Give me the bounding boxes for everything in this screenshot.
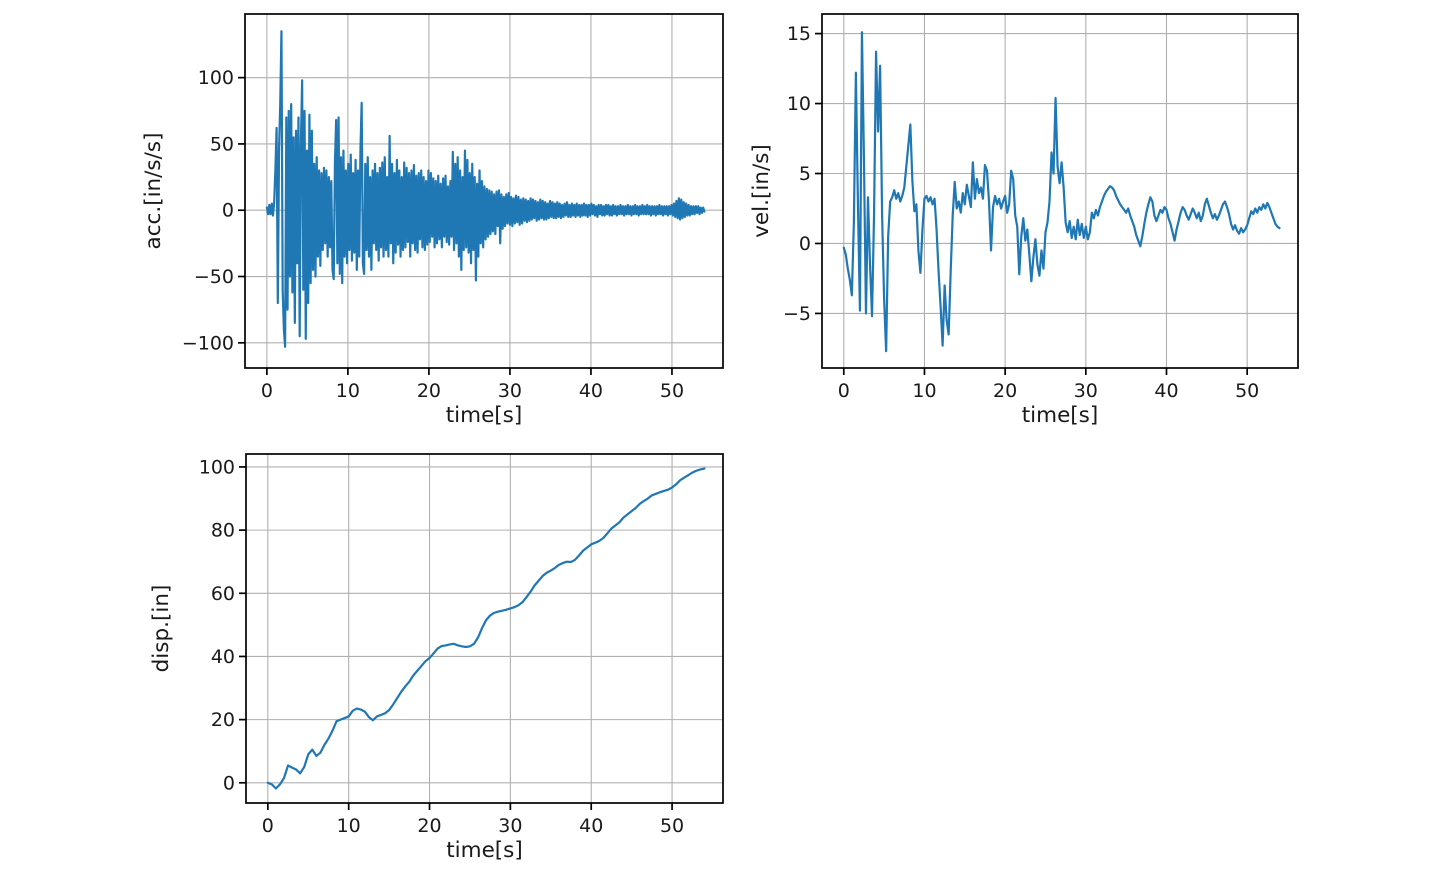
acc-series-line: [265, 30, 706, 348]
y-tick-label: 0: [799, 233, 811, 255]
x-tick-label: 10: [912, 380, 936, 402]
x-tick-label: 50: [1235, 380, 1259, 402]
disp-y-axis-label: disp.[in]: [149, 585, 174, 673]
y-tick-label: −5: [783, 303, 811, 325]
disp-x-axis-label: time[s]: [446, 838, 523, 863]
acc-subplot: 0 10 20 30 40 50 −100 −50 0 50 100 time[s] acc.[in/s…: [141, 13, 724, 428]
x-tick-label: 50: [660, 380, 684, 402]
x-tick-label: 10: [336, 380, 360, 402]
x-tick-label: 10: [337, 815, 361, 837]
y-tick-label: 10: [787, 93, 811, 115]
y-tick-label: 100: [199, 456, 235, 478]
vel-grid: [822, 14, 1298, 368]
x-tick-label: 40: [579, 815, 603, 837]
vel-x-axis-label: time[s]: [1022, 403, 1099, 428]
x-tick-label: 20: [417, 380, 441, 402]
x-tick-label: 20: [417, 815, 441, 837]
y-tick-label: 50: [210, 133, 234, 155]
y-tick-label: 15: [787, 23, 811, 45]
disp-grid: [246, 454, 723, 803]
x-tick-label: 0: [262, 815, 274, 837]
vel-plot-border: [821, 13, 1299, 369]
x-tick-label: 20: [993, 380, 1017, 402]
vel-subplot: 0 10 20 30 40 50 −5 0 5 10 15 time[s] vel.[in/s]: [749, 13, 1299, 428]
x-tick-label: 30: [498, 380, 522, 402]
x-tick-label: 40: [1154, 380, 1178, 402]
acc-x-axis-label: time[s]: [446, 403, 523, 428]
y-tick-label: 20: [211, 709, 235, 731]
x-tick-label: 40: [579, 380, 603, 402]
y-tick-label: 0: [223, 772, 235, 794]
y-tick-label: 40: [211, 646, 235, 668]
acc-plot-border: [244, 13, 724, 369]
x-tick-label: 0: [838, 380, 850, 402]
y-tick-label: −50: [194, 266, 234, 288]
disp-series-line: [266, 467, 706, 790]
vel-y-axis-label: vel.[in/s]: [749, 144, 774, 238]
x-tick-label: 30: [1074, 380, 1098, 402]
y-tick-label: −100: [182, 332, 234, 354]
acc-y-axis-label: acc.[in/s/s]: [141, 133, 166, 250]
y-tick-label: 60: [211, 583, 235, 605]
x-tick-label: 50: [660, 815, 684, 837]
y-tick-label: 0: [222, 200, 234, 222]
x-tick-label: 0: [261, 380, 273, 402]
y-tick-label: 80: [211, 520, 235, 542]
y-tick-label: 5: [799, 163, 811, 185]
y-tick-label: 100: [198, 67, 234, 89]
x-tick-label: 30: [498, 815, 522, 837]
vel-series-line: [842, 31, 1281, 353]
disp-plot-border: [245, 453, 724, 804]
disp-subplot: 0 10 20 30 40 50 0 20 40 60 80 100 time[s] disp.[in]: [149, 453, 724, 863]
